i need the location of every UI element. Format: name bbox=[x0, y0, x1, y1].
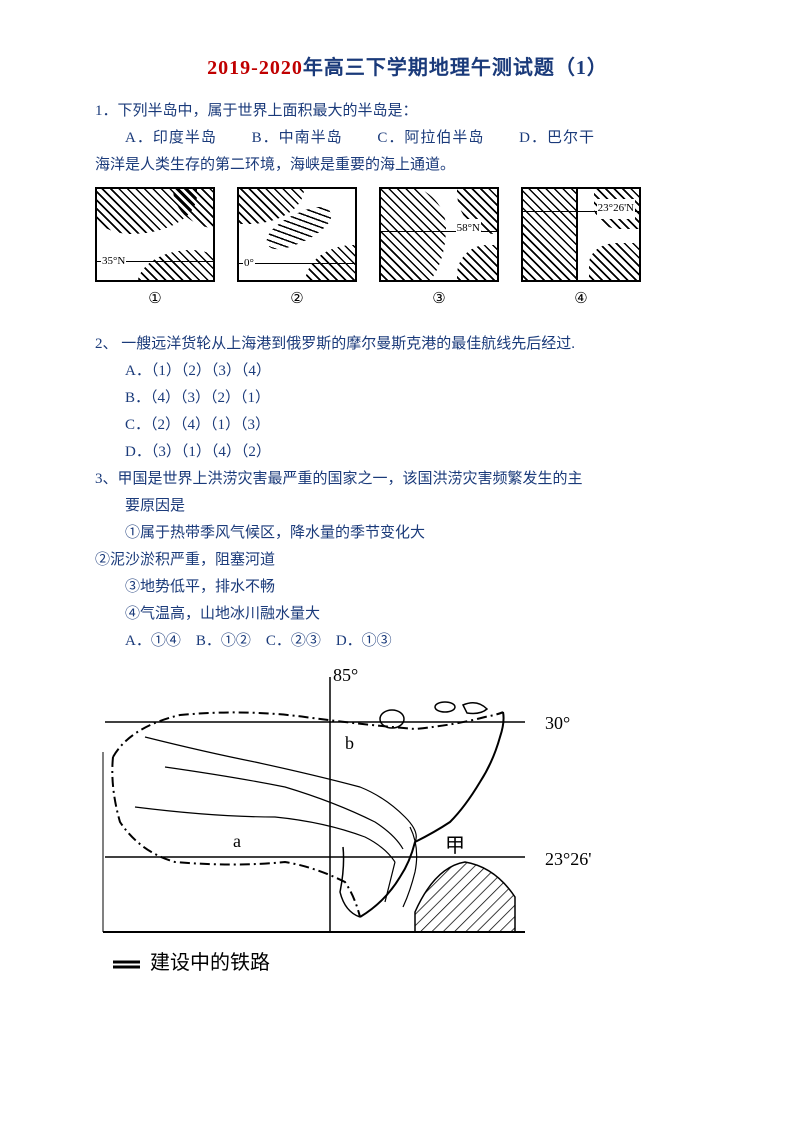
q1-opt-a: A．印度半岛 bbox=[125, 130, 217, 146]
strait-figures: 35°N ① 0° ② 58°N ③ 23°26'N bbox=[95, 187, 720, 313]
strait-4-label: ④ bbox=[574, 286, 587, 313]
map-legend: 建设中的铁路 bbox=[150, 951, 270, 974]
map-lat-30: 30° bbox=[545, 713, 570, 733]
map-label-jia: 甲 bbox=[445, 835, 465, 857]
q1-opt-b: B．中南半岛 bbox=[252, 130, 343, 146]
q3-stem-l1: 3、甲国是世界上洪涝灾害最严重的国家之一，该国洪涝灾害频繁发生的主 bbox=[95, 466, 720, 493]
q3-stem-l2: 要原因是 bbox=[95, 493, 720, 520]
map-figure: 85° 30° 23°26' a b 甲 建设中的铁路 bbox=[85, 667, 720, 977]
q3-s4: ④气温高，山地冰川融水量大 bbox=[95, 601, 720, 628]
intro-text: 海洋是人类生存的第二环境，海峡是重要的海上通道。 bbox=[95, 152, 720, 179]
strait-1-label: ① bbox=[148, 286, 161, 313]
q1-opt-d: D．巴尔干 bbox=[519, 130, 595, 146]
q3-s2: ②泥沙淤积严重，阻塞河道 bbox=[95, 547, 720, 574]
q1-stem: 1．下列半岛中，属于世界上面积最大的半岛是： bbox=[95, 98, 720, 125]
q3-s3: ③地势低平，排水不畅 bbox=[95, 574, 720, 601]
q2-options: A．（1）（2）（3）（4） B．（4）（3）（2）（1） C．（2）（4）（1… bbox=[95, 358, 720, 466]
q2-opt-d: D．（3）（1）（4）（2） bbox=[125, 439, 720, 466]
strait-2-frame: 0° bbox=[237, 187, 357, 282]
strait-1: 35°N ① bbox=[95, 187, 215, 313]
strait-4-frame: 23°26'N bbox=[521, 187, 641, 282]
q2-opt-a: A．（1）（2）（3）（4） bbox=[125, 358, 720, 385]
title-red: 2019-2020 bbox=[207, 57, 303, 79]
strait-3-label: ③ bbox=[432, 286, 445, 313]
map-svg: 85° 30° 23°26' a b 甲 建设中的铁路 bbox=[85, 667, 615, 977]
q1-options: A．印度半岛 B．中南半岛 C．阿拉伯半岛 D．巴尔干 bbox=[95, 125, 720, 152]
strait-2-label: ② bbox=[290, 286, 303, 313]
title-blue: 年高三下学期地理午测试题（1） bbox=[303, 57, 608, 79]
map-label-b: b bbox=[345, 733, 354, 753]
strait-4: 23°26'N ④ bbox=[521, 187, 641, 313]
q2-opt-b: B．（4）（3）（2）（1） bbox=[125, 385, 720, 412]
strait-3-frame: 58°N bbox=[379, 187, 499, 282]
q3-opts: A．①④ B．①② C．②③ D．①③ bbox=[95, 628, 720, 655]
map-label-a: a bbox=[233, 831, 241, 851]
strait-2: 0° ② bbox=[237, 187, 357, 313]
strait-2-lat: 0° bbox=[243, 254, 255, 274]
strait-4-lat: 23°26'N bbox=[597, 199, 635, 219]
document-title: 2019-2020年高三下学期地理午测试题（1） bbox=[95, 50, 720, 86]
q2-stem: 2、 一艘远洋货轮从上海港到俄罗斯的摩尔曼斯克港的最佳航线先后经过. bbox=[95, 331, 720, 358]
strait-1-lat: 35°N bbox=[101, 252, 126, 272]
strait-3-lat: 58°N bbox=[456, 219, 481, 239]
map-lon-label: 85° bbox=[333, 667, 358, 685]
strait-3: 58°N ③ bbox=[379, 187, 499, 313]
q3-s1: ①属于热带季风气候区，降水量的季节变化大 bbox=[95, 520, 720, 547]
q1-opt-c: C．阿拉伯半岛 bbox=[377, 130, 484, 146]
q2-opt-c: C．（2）（4）（1）（3） bbox=[125, 412, 720, 439]
strait-1-frame: 35°N bbox=[95, 187, 215, 282]
map-lat-23: 23°26' bbox=[545, 849, 591, 869]
